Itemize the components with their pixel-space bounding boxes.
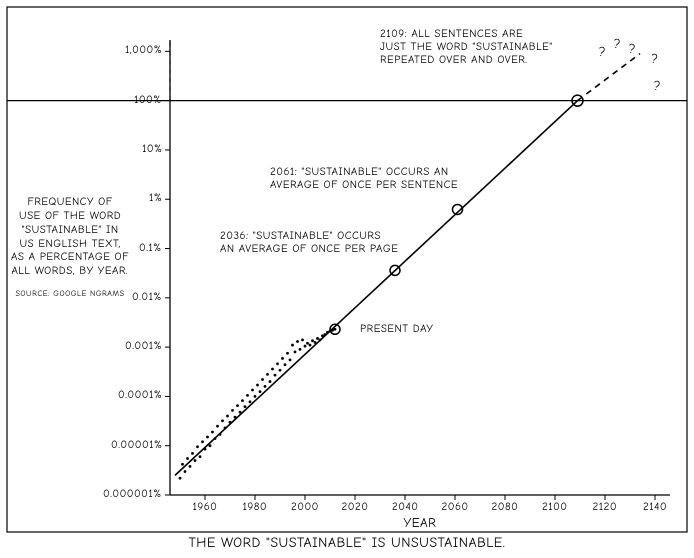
- y-tick-label: 1%: [149, 192, 162, 205]
- y-tick-label: 0.01%: [132, 291, 162, 304]
- chart-svg: [0, 0, 694, 558]
- annotation-line: AVERAGE OF ONCE PER SENTENCE: [270, 179, 458, 192]
- x-tick-label: 2120: [593, 501, 618, 514]
- y-axis-label-line: ALL WORDS, BY YEAR.: [12, 265, 129, 278]
- x-tick-label: 2000: [291, 501, 319, 514]
- y-axis-label-line: USE OF THE WORD: [19, 210, 121, 223]
- chart-figure: 1960 1980 2000 2020 2040 2060 2080 2100 2120 2140…: [0, 0, 694, 558]
- annotation-line: 2036: "SUSTAINABLE" OCCURS: [220, 230, 381, 243]
- annotation-line: PRESENT DAY: [360, 323, 433, 336]
- y-tick-label: 1,000%: [125, 44, 162, 57]
- caption: THE WORD "SUSTAINABLE" IS UNSUSTAINABLE.: [189, 535, 506, 551]
- y-tick-label: 0.001%: [125, 340, 162, 353]
- annotation-line: JUST THE WORD "SUSTAINABLE": [380, 41, 553, 54]
- x-tick-label: 2060: [442, 501, 469, 514]
- annotation-line: REPEATED OVER AND OVER.: [380, 54, 527, 67]
- y-tick-label: 100%: [134, 94, 162, 107]
- x-tick-label: 2040: [392, 501, 418, 514]
- question-mark: ?: [652, 53, 659, 68]
- y-axis-label-line: "SUSTAINABLE" IN: [22, 224, 119, 237]
- y-tick-label: 0.0001%: [118, 389, 162, 402]
- source-label: SOURCE: GOOGLE NGRAMS: [16, 289, 125, 298]
- x-tick-label: 1960: [193, 501, 218, 514]
- annotation-line: 2109: ALL SENTENCES ARE: [380, 28, 523, 41]
- x-tick-label: 1980: [243, 501, 268, 514]
- question-mark: ?: [599, 46, 606, 61]
- question-mark: ?: [629, 43, 636, 58]
- y-tick-label: 10%: [142, 143, 162, 156]
- y-axis-label-line: US ENGLISH TEXT,: [20, 238, 121, 251]
- annotation-line: AN AVERAGE OF ONCE PER PAGE: [220, 243, 398, 256]
- y-tick-label: 0.1%: [139, 242, 162, 255]
- x-tick-label: 2020: [342, 501, 369, 514]
- question-mark: ?: [614, 38, 621, 53]
- y-tick-label: 0.000001%: [103, 488, 162, 501]
- x-tick-label: 2080: [492, 501, 519, 514]
- x-tick-label: 2140: [643, 501, 667, 514]
- y-axis-label-line: FREQUENCY OF: [28, 196, 113, 209]
- annotation-line: 2061: "SUSTAINABLE" OCCURS AN: [270, 166, 449, 179]
- y-axis-label-line: AS A PERCENTAGE OF: [11, 251, 129, 264]
- y-tick-label: 0.00001%: [111, 439, 162, 452]
- question-mark: ?: [654, 80, 661, 95]
- x-axis-label: YEAR: [404, 517, 437, 532]
- x-tick-label: 2100: [542, 501, 568, 514]
